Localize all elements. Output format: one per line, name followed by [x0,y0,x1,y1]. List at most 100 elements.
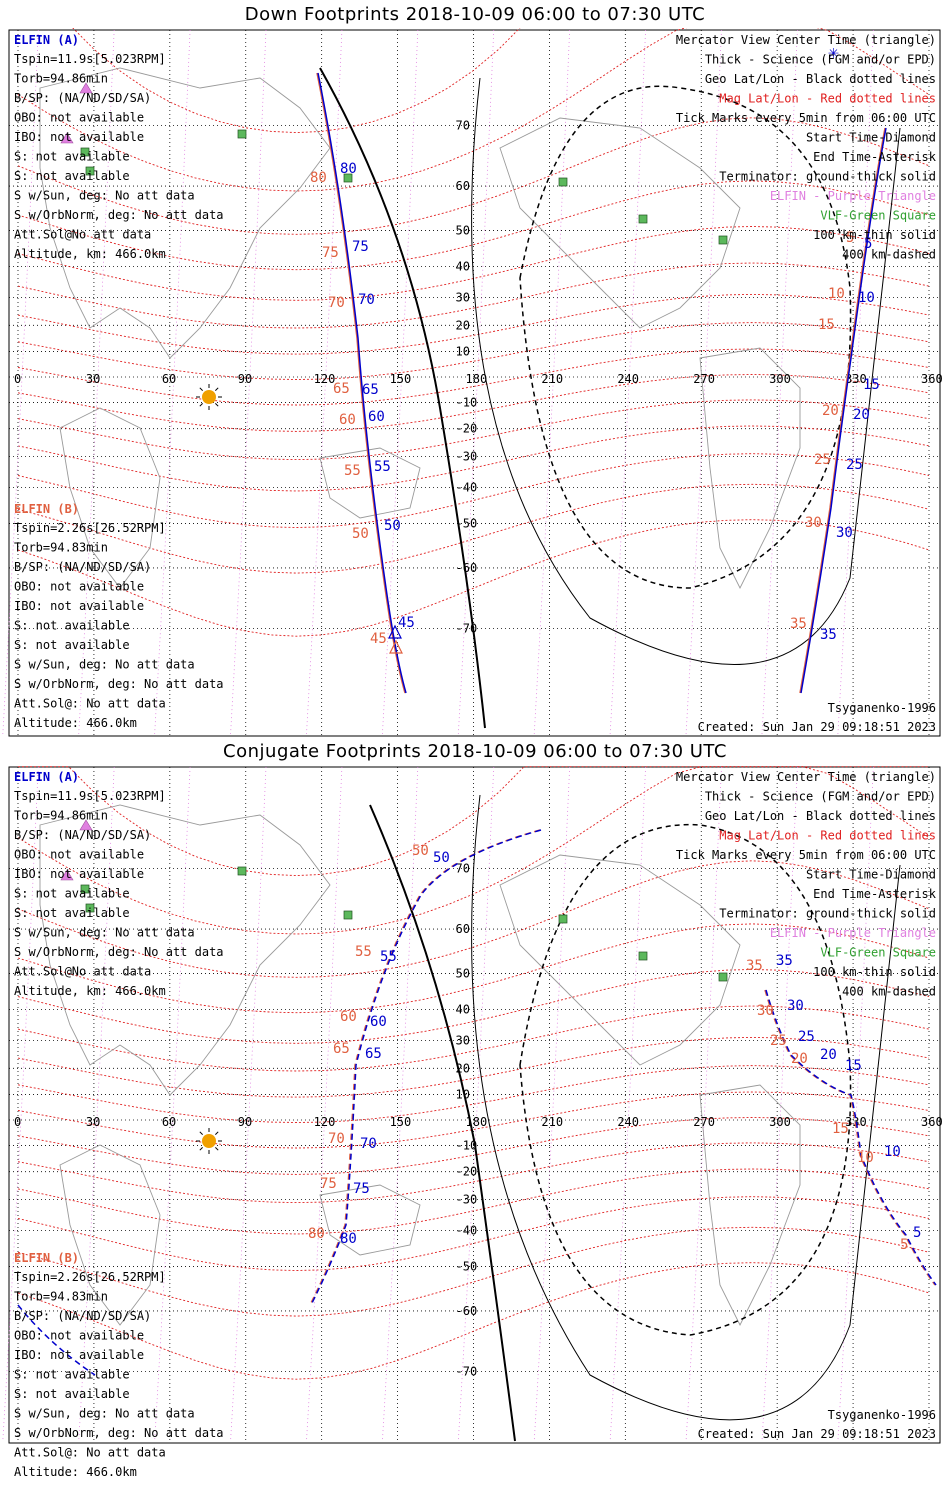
lon-tick-label: 210 [541,1115,563,1129]
elfin-a-tick-label: 75 [352,239,369,255]
mag-meridian-line [609,29,646,735]
lat-tick-label: 30 [456,1033,470,1047]
elfin-a-info-line: IBO: not available [14,867,144,881]
lat-tick-label: 70 [456,861,470,875]
elfin-b-info-line: IBO: not available [14,1348,144,1362]
sun-ray [215,387,219,391]
mag-meridian-line [78,766,115,1442]
lon-tick-label: 270 [693,1115,715,1129]
terminator-ground-line [369,804,516,1442]
mag-meridian-line [78,29,115,735]
mag-latitude-line [17,1142,930,1204]
vlf-station-marker [80,147,90,157]
elfin-b-tick-label: 5 [900,1237,908,1253]
lon-tick-label: 120 [314,372,336,386]
map-frame [8,766,941,1444]
elfin-b-tick-label: 60 [340,1009,357,1025]
terminator-400km-line [519,85,852,589]
elfin-b-info-line: Att.Sol@: No att data [14,697,166,711]
elfin-a-tick-label: 30 [836,525,853,541]
elfin-b-tick-label: 65 [333,1041,350,1057]
elfin-a-info-line: B/SP: (NA/ND/SD/SA) [14,91,151,105]
elfin-a-track-west [17,1304,96,1376]
mag-meridian-line [382,766,419,1442]
elfin-a-tick-label: 35 [776,953,793,969]
elfin-b-info-line: Torb=94.83min [14,541,108,555]
sun-ray [215,1147,219,1151]
lon-tick-label: 60 [162,1115,176,1129]
vlf-station-marker [718,235,728,245]
lon-tick-label: 270 [693,372,715,386]
legend-entry: Tick Marks every 5min from 06:00 UTC [676,111,936,125]
elfin-b-tick-label: 50 [412,843,429,859]
down-footprints-map: 0 30 60 90 120 150 180 210 240 270 300 330 360 70 60 50… [2,28,943,737]
mag-meridian-line [533,766,571,1442]
vlf-station-marker [237,129,247,139]
sun-ray [199,387,203,391]
vlf-station-marker [638,214,648,224]
vlf-station-marker [343,173,353,183]
elfin-b-tick-label: 35 [790,616,807,632]
conjugate-footprints-map: 0 30 60 90 120 150 180 210 240 270 300 330 360706050… [2,766,943,1479]
legend-entry: Mercator View Center Time (triangle) [676,33,936,47]
elfin-a-tick-label: 60 [368,409,385,425]
elfin-a-tick-label: 20 [820,1047,837,1063]
sun-ray [215,1131,219,1135]
elfin-b-info-line: Altitude: 466.0km [14,1465,137,1479]
mag-meridian-line [382,29,419,735]
lat-tick-label: 10 [456,1088,470,1102]
model-name: Tsyganenko-1996 [828,701,936,715]
mag-meridian-line [2,29,39,735]
lon-tick-label: 90 [238,1115,252,1129]
elfin-b-track [309,829,541,1306]
elfin-a-track-east [800,127,887,694]
elfin-a-tick-label: 30 [787,998,804,1014]
elfin-a-tick-label: 70 [360,1136,377,1152]
elfin-a-info-line: S w/Sun, deg: No att data [14,189,195,203]
elfin-b-tick-label: 25 [770,1033,787,1049]
lat-tick-label: 50 [456,966,470,980]
coastline [39,67,331,359]
legend-entry: VLF-Green Square [820,209,936,223]
mag-latitude-line [17,1262,930,1380]
elfin-b-info-line: Tspin=2.26s[26.52RPM] [14,1270,166,1284]
elfin-b-info-line: Altitude: 466.0km [14,716,137,730]
sun-icon [202,1134,216,1148]
elfin-a-tick-label: 55 [380,949,397,965]
terminator-100km-line [471,77,901,666]
lat-tick-label: 70 [456,118,470,132]
mag-meridian-line [230,766,267,1442]
sun-ray [215,403,219,407]
elfin-a-info-line: Torb=94.86min [14,809,108,823]
elfin-a-name: ELFIN (A) [14,33,79,47]
elfin-a-center-triangle [388,624,402,639]
elfin-b-tick-label: 5 [846,230,854,246]
lat-tick-label: -60 [456,561,478,575]
elfin-a-info-line: Tspin=11.9s[5.023RPM] [14,52,166,66]
elfin-a-tick-label: 50 [433,850,450,866]
elfin-b-tick-label: 80 [308,1226,325,1242]
elfin-a-name: ELFIN (A) [14,770,79,784]
legend-entry: End Time-Asterisk [813,887,937,901]
vlf-station-marker [718,972,728,982]
elfin-a-tick-label: 80 [340,161,357,177]
mag-latitude-line [17,180,930,271]
elfin-b-tick-label: 55 [344,463,361,479]
elfin-b-tick-label: 60 [339,412,356,428]
elfin-a-info-line: OBO: not available [14,111,144,125]
mag-meridian-line [457,766,495,1442]
legend-entry: Terminator: ground-thick solid [719,907,936,921]
vlf-station-marker [343,910,353,920]
mag-meridian-line [154,766,191,1442]
mag-meridian-line [306,766,343,1442]
elfin-b-info-line: S w/OrbNorm, deg: No att data [14,677,224,691]
vlf-station-marker [558,914,568,924]
elfin-b-tick-label: 10 [857,1150,874,1166]
map-frame [8,29,941,737]
elfin-a-info-line: Att.Sol@No att data [14,228,151,242]
coastline [319,1184,421,1256]
elfin-purple-triangle [79,819,93,831]
elfin-a-tick-label: 55 [374,459,391,475]
elfin-b-center-triangle [389,639,403,654]
legend-entry: 400 km-dashed [842,985,936,999]
